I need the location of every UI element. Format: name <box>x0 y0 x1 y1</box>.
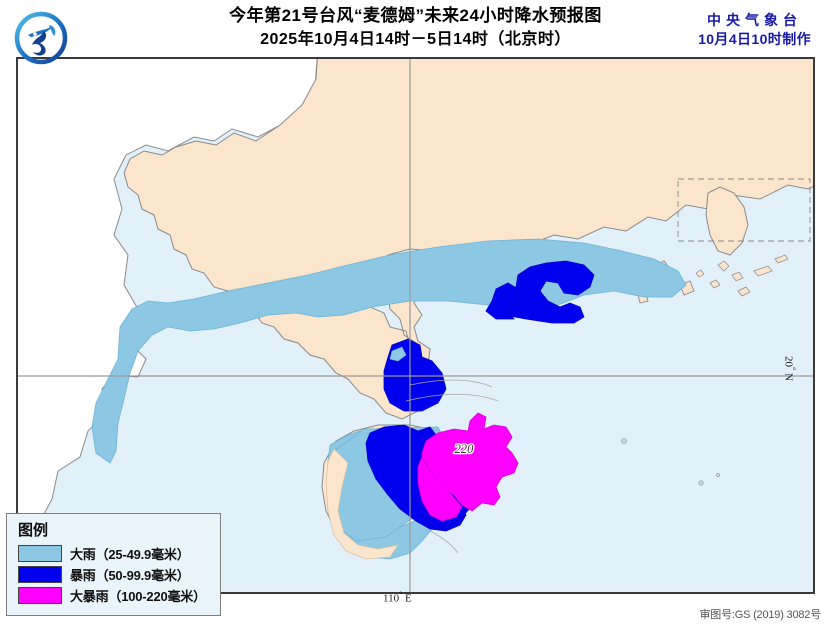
precip-zone-rainstorm-leizhou-notch <box>389 346 407 362</box>
legend-label-rainstorm: 暴雨（50-99.9毫米） <box>70 568 190 583</box>
legend-label-heavy-rain: 大雨（25-49.9毫米） <box>70 547 190 562</box>
cma-dragon-logo-icon <box>14 11 68 65</box>
inset-dashed-box <box>677 178 811 242</box>
legend-swatch-severe-rainstorm <box>18 587 62 604</box>
contour-label-220: 220 <box>455 442 475 456</box>
precip-zone-rainstorm-guangdong-west <box>485 282 519 320</box>
ryukyu-island-chain <box>695 254 789 297</box>
legend-swatch-heavy-rain <box>18 545 62 562</box>
legend-heading: 图例 <box>18 522 49 539</box>
axis-label-longitude-value: 110 <box>383 592 400 605</box>
legend-panel: 图例 大雨（25-49.9毫米） 暴雨（50-99.9毫米） 大暴雨（100-2… <box>6 513 221 616</box>
axis-degree-symbol-lon: ° <box>399 590 403 599</box>
title-line-1: 今年第21号台风“麦德姆”未来24小时降水预报图 <box>229 6 602 25</box>
map-canvas[interactable]: 220 <box>16 57 815 594</box>
legend-item-heavy-rain[interactable]: 大雨（25-49.9毫米） <box>18 543 211 564</box>
land-other-region <box>18 59 318 592</box>
precip-zone-severe-rainstorm-tail <box>417 456 463 522</box>
title-line-2: 2025年10月4日14时－5日14时（北京时） <box>260 31 571 48</box>
precip-zone-severe-rainstorm <box>421 412 519 512</box>
axis-label-latitude-unit: N <box>782 372 795 381</box>
axis-label-longitude: 110° E <box>383 590 412 605</box>
legend-item-rainstorm[interactable]: 暴雨（50-99.9毫米） <box>18 564 211 585</box>
axis-label-latitude: 20° N <box>782 356 797 381</box>
legend-item-severe-rainstorm[interactable]: 大暴雨（100-220毫米） <box>18 585 211 606</box>
legend-swatch-rainstorm <box>18 566 62 583</box>
page-title: 今年第21号台风“麦德姆”未来24小时降水预报图 2025年10月4日14时－5… <box>0 4 831 51</box>
map-approval-number: 审图号:GS (2019) 3082号 <box>699 609 821 621</box>
axis-label-latitude-value: 20 <box>782 356 795 367</box>
precip-gap-hainan-southwest <box>325 448 399 560</box>
axis-label-longitude-unit: E <box>405 592 412 605</box>
axis-degree-symbol-lat: ° <box>788 367 797 371</box>
land-taiwan-island <box>705 186 749 256</box>
map-graphic: 220 <box>18 59 813 592</box>
legend-label-severe-rainstorm: 大暴雨（100-220毫米） <box>70 589 206 604</box>
analysis-contour-lines <box>405 379 499 554</box>
